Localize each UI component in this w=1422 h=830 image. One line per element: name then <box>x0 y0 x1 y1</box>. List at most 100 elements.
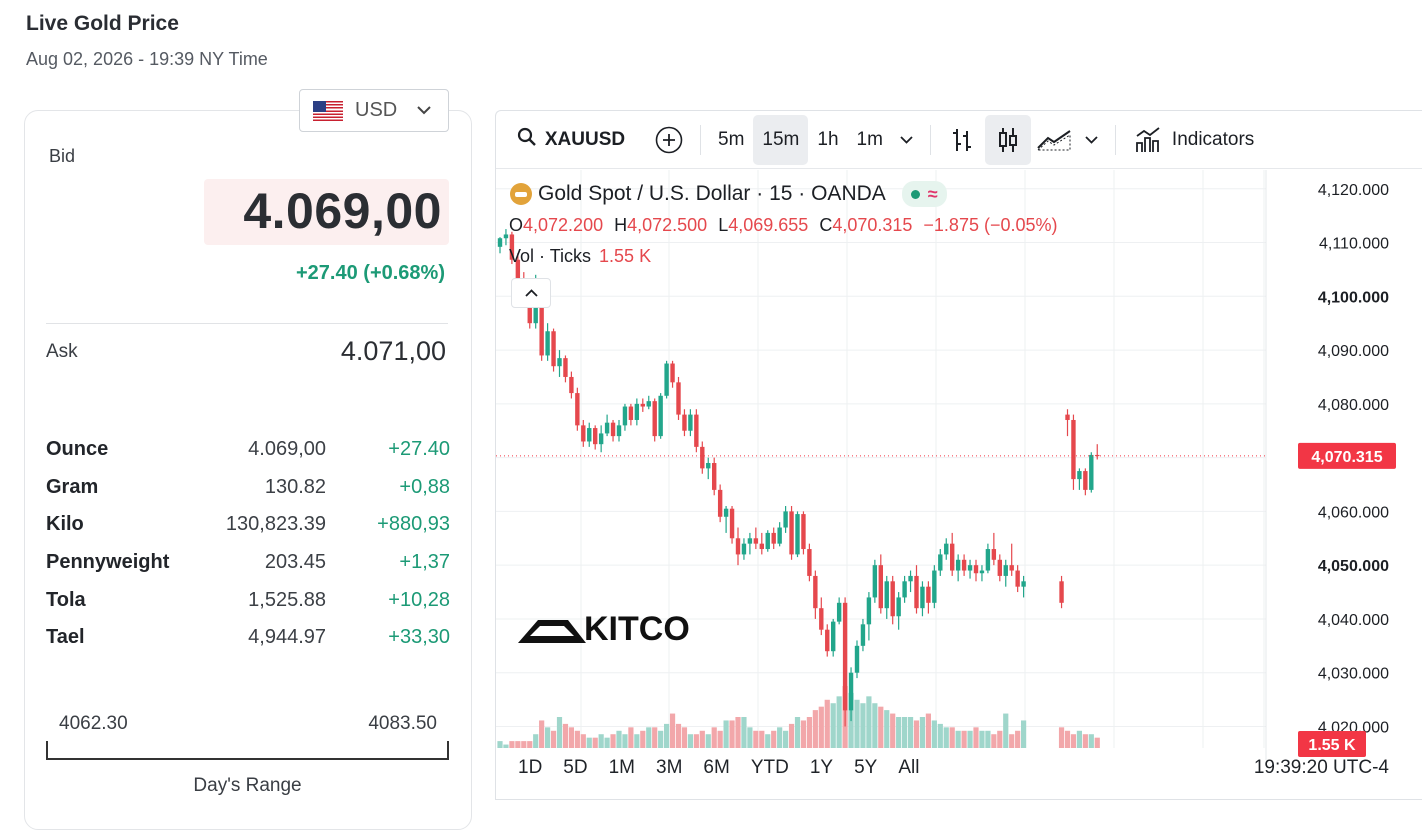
us-flag-icon <box>313 100 343 121</box>
volume-bar <box>562 723 569 748</box>
volume-legend: Vol · Ticks 1.55 K <box>509 246 651 267</box>
bid-label: Bid <box>49 146 76 166</box>
open-label: O <box>509 215 524 235</box>
volume-bar <box>783 730 789 748</box>
plus-circle-icon <box>655 126 683 153</box>
volume-bar <box>991 734 997 748</box>
market-open-dot <box>910 189 920 199</box>
chart-type-menu-button[interactable] <box>1077 111 1107 168</box>
candle-body <box>765 532 770 550</box>
range-all[interactable]: All <box>898 757 920 778</box>
candle-body <box>926 586 931 603</box>
candle-body <box>527 296 532 324</box>
candle-body <box>807 549 812 576</box>
approx-icon: ≈ <box>927 183 938 204</box>
interval-menu-button[interactable] <box>892 111 922 168</box>
indicators-button[interactable]: Indicators <box>1124 111 1264 168</box>
unit-value: 203.45 <box>264 551 326 574</box>
volume-bar <box>515 741 521 748</box>
candle-body <box>914 575 919 609</box>
y-tick-label: 4,030.000 <box>1318 666 1389 683</box>
candle-body <box>955 559 961 571</box>
candle-body <box>1071 419 1076 480</box>
candle-body <box>1021 581 1026 587</box>
volume-bar <box>634 734 640 748</box>
volume-bar <box>1064 730 1071 748</box>
interval-5m[interactable]: 5m <box>718 128 745 150</box>
market-status-pill[interactable]: ≈ <box>901 181 947 207</box>
candle-body <box>700 446 705 469</box>
compare-button[interactable] <box>646 111 692 168</box>
y-tick-label: 4,040.000 <box>1318 612 1389 629</box>
interval-15m[interactable]: 15m <box>753 114 809 165</box>
candle-body <box>634 403 640 420</box>
volume-bar <box>1076 730 1082 748</box>
interval-1h[interactable]: 1h <box>817 128 839 150</box>
candle-body <box>545 331 550 356</box>
chart-clock[interactable]: 19:39:20 UTC-4 <box>1253 757 1389 778</box>
bar-style-button[interactable] <box>939 111 985 168</box>
range-ytd[interactable]: YTD <box>750 757 789 778</box>
volume-bar <box>539 720 545 748</box>
gold-coin-icon <box>510 183 532 205</box>
unit-row: Tola 1,525.88 +10,28 <box>46 581 450 619</box>
toolbar-divider <box>929 124 931 155</box>
volume-bar <box>872 703 878 748</box>
candle-body <box>789 511 794 555</box>
candle-body <box>920 586 925 609</box>
volume-bar <box>860 703 866 748</box>
volume-bar <box>503 744 509 748</box>
symbol-search[interactable]: XAUUSD <box>496 111 646 168</box>
search-icon <box>517 127 537 153</box>
volume-bar <box>1070 734 1077 748</box>
candle-body <box>569 376 574 394</box>
candle-body <box>848 672 854 711</box>
unit-change: +880,93 <box>377 513 450 536</box>
unit-table: Ounce 4.069,00 +27.40 Gram 130.82 +0,88 … <box>46 431 450 657</box>
volume-bar <box>533 734 539 748</box>
range-6m[interactable]: 6M <box>703 757 730 778</box>
volume-bar <box>866 696 872 748</box>
volume-bar <box>949 727 955 748</box>
candle-body <box>979 570 985 574</box>
range-bar: 1D 5D 1M 3M 6M YTD 1Y 5Y All 19:39:20 UT… <box>496 743 1422 793</box>
volume-bar <box>699 730 705 748</box>
high-label: H <box>614 215 628 235</box>
candle-body <box>587 428 592 442</box>
y-tick-label: 4,080.000 <box>1318 397 1389 414</box>
unit-value: 130,823.39 <box>225 513 326 536</box>
volume-bar <box>890 713 896 748</box>
volume-bar <box>675 723 682 748</box>
range-5y[interactable]: 5Y <box>854 757 878 778</box>
range-1d[interactable]: 1D <box>518 757 543 778</box>
kitco-watermark: KITCO <box>584 610 690 648</box>
price-chart[interactable]: 4,120.000 4,110.000 4,100.000 4,090.000 4,08… <box>496 170 1422 760</box>
area-chart-icon <box>1036 129 1071 150</box>
candle-body <box>777 527 782 544</box>
candle-body <box>688 414 693 431</box>
chart-toolbar: XAUUSD 5m 15m 1h 1m Indicators <box>496 111 1422 169</box>
volume-bar <box>806 717 812 748</box>
range-1y[interactable]: 1Y <box>809 757 834 778</box>
range-1m[interactable]: 1M <box>608 757 635 778</box>
chart-type-button[interactable] <box>1031 111 1077 168</box>
candle-body <box>1095 454 1100 457</box>
range-3m[interactable]: 3M <box>656 757 683 778</box>
range-5d[interactable]: 5D <box>563 757 588 778</box>
candle-body <box>884 581 889 609</box>
candle-body <box>616 425 622 437</box>
candle-body <box>581 425 586 442</box>
candle-style-button[interactable] <box>984 114 1031 165</box>
unit-change: +33,30 <box>388 626 450 649</box>
low-value: 4,069.655 <box>728 215 809 235</box>
volume-bar <box>509 741 515 748</box>
collapse-legend-button[interactable] <box>511 278 551 308</box>
currency-select[interactable]: USD <box>299 89 449 132</box>
candle-body <box>878 565 883 609</box>
volume-bar <box>1021 720 1027 748</box>
volume-bar <box>1094 737 1100 748</box>
candle-body <box>557 358 562 367</box>
volume-bar <box>687 734 693 748</box>
y-tick-label: 4,100.000 <box>1318 289 1389 306</box>
interval-1m[interactable]: 1m <box>856 128 883 150</box>
